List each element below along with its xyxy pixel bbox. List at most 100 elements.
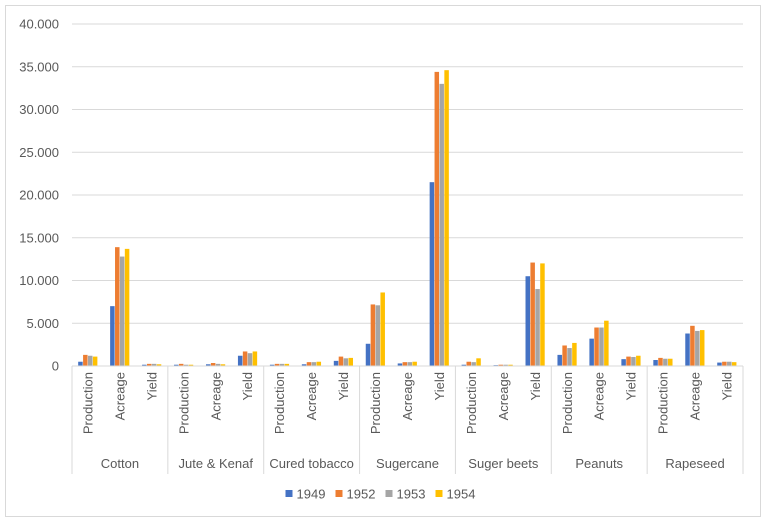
x-subcategory-label: Yield: [336, 372, 351, 400]
bar-1953-5: [247, 353, 253, 366]
bar-1953-17: [631, 357, 636, 366]
bar-1953-8: [343, 358, 349, 366]
bar-1953-3: [183, 364, 189, 366]
bar-1952-10: [402, 362, 408, 366]
x-subcategory-label: Acreage: [208, 372, 223, 420]
bar-1952-6: [274, 363, 280, 366]
bar-1949-18: [653, 360, 658, 366]
bar-1954-8: [348, 357, 353, 366]
bar-1952-4: [210, 363, 216, 366]
bar-1949-14: [525, 276, 531, 366]
x-group-label: Peanuts: [575, 456, 623, 471]
x-subcategory-label: Acreage: [496, 372, 511, 420]
x-subcategory-label: Yield: [720, 372, 735, 400]
bar-1949-4: [205, 364, 211, 366]
bar-1949-8: [333, 360, 339, 366]
bar-1954-19: [699, 330, 705, 366]
bar-1952-0: [83, 354, 88, 366]
bar-1954-9: [380, 292, 385, 366]
bar-1953-11: [439, 83, 444, 366]
legend-label-1949: 1949: [297, 487, 326, 502]
y-tick-label: 40.000: [19, 17, 59, 32]
y-tick-label: 25.000: [19, 145, 59, 160]
y-tick-label: 0: [52, 359, 59, 374]
y-tick-label: 30.000: [19, 102, 59, 117]
bar-1953-18: [663, 358, 668, 366]
bar-1953-13: [503, 364, 508, 366]
x-subcategory-label: Acreage: [112, 372, 127, 420]
bar-1953-1: [119, 256, 125, 366]
bar-1954-17: [636, 355, 641, 366]
bar-1953-16: [599, 327, 604, 366]
x-subcategory-label: Yield: [240, 372, 255, 400]
bar-1952-17: [626, 356, 631, 366]
bar-1954-16: [604, 320, 609, 366]
bar-1954-11: [444, 70, 449, 367]
x-subcategory-label: Acreage: [688, 372, 703, 420]
x-subcategory-label: Production: [656, 372, 671, 434]
bar-1952-9: [370, 304, 376, 366]
legend-label-1953: 1953: [397, 487, 426, 502]
x-group-label: Cotton: [101, 456, 139, 471]
bar-1953-2: [151, 363, 157, 366]
bar-1949-19: [685, 333, 690, 366]
x-axis: [71, 365, 744, 474]
bar-1954-10: [412, 361, 417, 366]
bar-1949-11: [429, 182, 435, 366]
bar-1952-13: [498, 364, 503, 366]
x-group-label: Sugercane: [376, 456, 439, 471]
chart-frame: [5, 5, 761, 517]
bar-1949-15: [557, 354, 562, 366]
bar-1949-5: [237, 355, 243, 366]
bar-1953-19: [695, 330, 700, 366]
bar-1952-7: [306, 362, 312, 366]
bar-1953-10: [407, 362, 412, 366]
bar-1952-3: [178, 363, 184, 366]
x-subcategory-label: Production: [272, 372, 287, 434]
bar-1954-13: [508, 364, 513, 366]
bar-1954-6: [284, 363, 290, 366]
bar-1953-7: [311, 362, 317, 366]
legend-label-1952: 1952: [347, 487, 376, 502]
bar-1954-14: [540, 263, 545, 366]
bar-1953-14: [535, 289, 540, 366]
bar-1954-18: [668, 358, 673, 366]
bar-1953-4: [215, 363, 221, 366]
legend-swatch-1952: [335, 490, 343, 497]
bar-1954-15: [572, 342, 577, 366]
x-group-label: Suger beets: [468, 456, 539, 471]
legend: 1949 1952 1953 1954: [285, 487, 475, 502]
bar-1953-6: [279, 363, 285, 366]
bar-1954-0: [92, 356, 98, 366]
x-subcategory-label: Acreage: [400, 372, 415, 420]
bar-1949-6: [269, 364, 275, 366]
bar-1952-19: [690, 325, 695, 366]
bar-1949-12: [461, 364, 467, 366]
bar-1952-14: [530, 262, 535, 366]
bar-1949-7: [301, 364, 307, 366]
bar-1954-4: [220, 364, 226, 366]
bar-1954-7: [316, 361, 322, 366]
bar-1949-16: [589, 338, 594, 366]
bar-1954-5: [252, 351, 258, 366]
bar-1952-11: [434, 71, 440, 366]
bar-1953-12: [471, 362, 476, 366]
bar-1953-15: [567, 348, 572, 366]
bar-1949-10: [397, 363, 403, 366]
bar-1952-12: [466, 361, 471, 366]
bar-1949-20: [717, 362, 722, 366]
x-subcategory-label: Production: [368, 372, 383, 434]
gridlines: [72, 23, 743, 324]
bars: [78, 70, 737, 367]
bar-1953-20: [727, 361, 732, 366]
bar-1952-8: [338, 356, 344, 366]
bar-1954-20: [731, 362, 737, 366]
bar-1952-1: [115, 247, 120, 366]
bar-1953-9: [375, 305, 381, 366]
y-axis-ticks: 0 5.000 10.000 15.000 20.000 25.000 30.000 35.0…: [19, 17, 59, 374]
x-subcategory-label: Production: [464, 372, 479, 434]
bar-1954-3: [188, 364, 194, 366]
x-subcategory-label: Production: [81, 372, 96, 434]
bar-1949-9: [365, 343, 371, 366]
bar-1954-2: [156, 364, 162, 366]
